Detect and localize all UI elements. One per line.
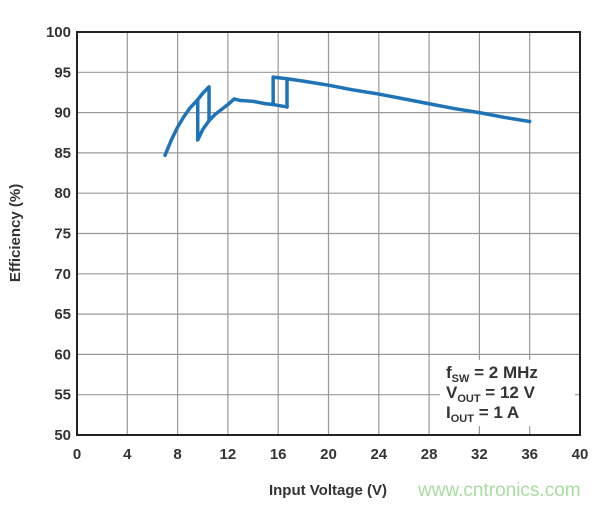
annotation-subscript: SW (452, 373, 470, 385)
annotation-symbol: f (446, 363, 452, 382)
x-tick-label: 32 (471, 446, 488, 463)
x-axis-label: Input Voltage (V) (269, 482, 387, 499)
x-tick-label: 36 (521, 446, 538, 463)
y-tick-label: 100 (46, 24, 71, 41)
annotation-value: = 1 A (474, 403, 519, 422)
x-tick-label: 40 (572, 446, 589, 463)
annotation-line: VOUT = 12 V (446, 383, 536, 405)
y-tick-label: 70 (54, 266, 71, 283)
y-tick-label: 60 (54, 346, 71, 363)
y-tick-label: 90 (54, 105, 71, 122)
y-tick-label: 85 (54, 145, 71, 162)
watermark: www.cntronics.com (418, 480, 581, 501)
efficiency-line (195, 97, 289, 142)
efficiency-line (271, 75, 289, 109)
y-tick-label: 55 (54, 387, 71, 404)
annotation-value: = 12 V (481, 383, 536, 402)
annotation-subscript: OUT (457, 393, 481, 405)
annotation-subscript: OUT (451, 413, 475, 425)
y-axis-label: Efficiency (%) (7, 184, 24, 282)
x-tick-label: 16 (270, 446, 287, 463)
x-tick-label: 12 (220, 446, 237, 463)
efficiency-line (285, 76, 532, 124)
efficiency-line (163, 85, 211, 158)
annotation-line: IOUT = 1 A (446, 403, 519, 425)
y-tick-label: 80 (54, 185, 71, 202)
plot-frame (76, 31, 581, 436)
x-tick-label: 24 (370, 446, 387, 463)
annotation-value: = 2 MHz (469, 363, 538, 382)
x-tick-label: 28 (421, 446, 438, 463)
annotation-symbol: V (446, 383, 458, 402)
y-tick-label: 95 (54, 64, 71, 81)
annotation-bg (440, 360, 575, 426)
x-tick-label: 0 (73, 446, 81, 463)
y-tick-label: 75 (54, 226, 71, 243)
x-tick-label: 20 (320, 446, 337, 463)
y-tick-label: 65 (54, 306, 71, 323)
x-tick-label: 8 (173, 446, 181, 463)
y-tick-label: 50 (54, 427, 71, 444)
x-tick-label: 4 (123, 446, 132, 463)
annotation-symbol: I (446, 403, 451, 422)
annotation-line: fSW = 2 MHz (446, 363, 538, 385)
